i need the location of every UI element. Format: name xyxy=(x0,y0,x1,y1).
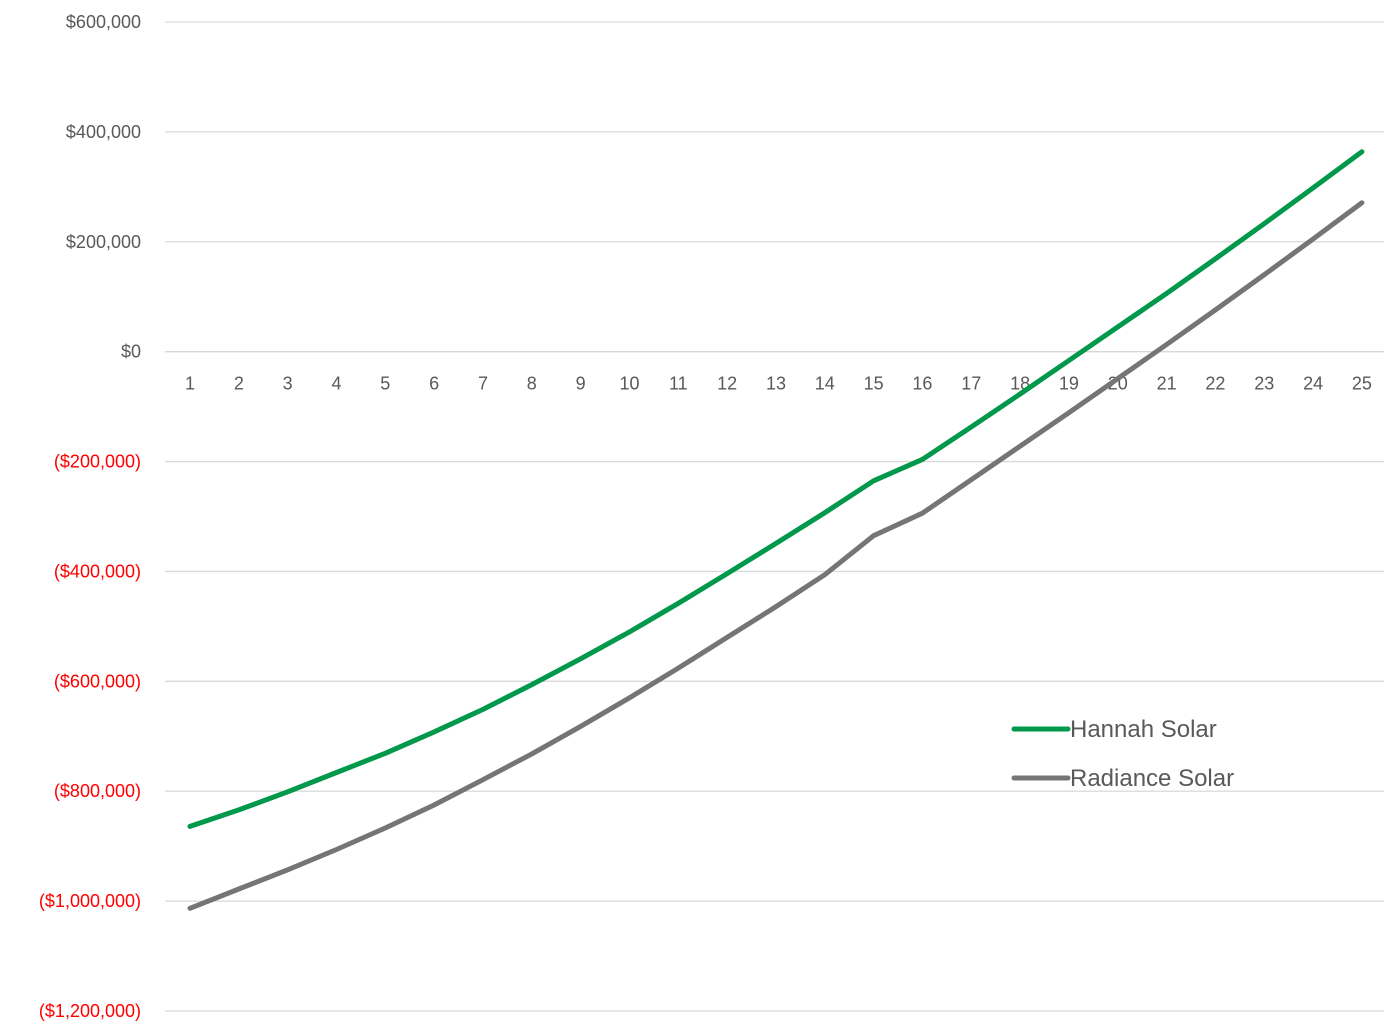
x-tick-label: 20 xyxy=(1108,374,1128,394)
y-tick-label: $0 xyxy=(121,342,141,362)
legend-label: Radiance Solar xyxy=(1070,765,1234,792)
x-axis-tick-labels: 1 2 3 4 5 6 7 8 9 10 11 12 13 14 15 16 17 18 19 20 21 22 23 24 2… xyxy=(185,374,1372,394)
x-tick-label: 13 xyxy=(766,374,786,394)
x-tick-label: 19 xyxy=(1059,374,1079,394)
x-tick-label: 8 xyxy=(527,374,537,394)
y-tick-label: ($600,000) xyxy=(54,671,141,691)
y-axis-tick-labels: $600,000 $400,000 $200,000 $0 ($200,000) ($40… xyxy=(39,12,141,1021)
y-tick-label: ($1,200,000) xyxy=(39,1001,141,1021)
y-tick-label: $600,000 xyxy=(66,12,141,32)
x-tick-label: 1 xyxy=(185,374,195,394)
x-tick-label: 14 xyxy=(815,374,835,394)
x-tick-label: 12 xyxy=(717,374,737,394)
x-tick-label: 23 xyxy=(1254,374,1274,394)
x-tick-label: 7 xyxy=(478,374,488,394)
series-line-hannah-solar xyxy=(187,149,1365,829)
x-tick-label: 15 xyxy=(864,374,884,394)
x-tick-label: 11 xyxy=(669,374,688,394)
x-tick-label: 2 xyxy=(234,374,244,394)
x-tick-label: 24 xyxy=(1303,374,1323,394)
x-tick-label: 10 xyxy=(619,374,639,394)
y-tick-label: $400,000 xyxy=(66,122,141,142)
x-tick-label: 4 xyxy=(331,374,341,394)
x-tick-label: 16 xyxy=(912,374,932,394)
legend-label: Hannah Solar xyxy=(1070,716,1217,743)
legend: Hannah Solar Radiance Solar xyxy=(1011,716,1234,792)
gridlines xyxy=(165,21,1384,1012)
y-tick-label: ($400,000) xyxy=(54,561,141,581)
x-tick-label: 25 xyxy=(1352,374,1372,394)
series-line-radiance-solar xyxy=(187,200,1365,911)
x-tick-label: 21 xyxy=(1157,374,1177,394)
y-tick-label: ($1,000,000) xyxy=(39,891,141,911)
series-lines xyxy=(187,149,1365,911)
x-tick-label: 9 xyxy=(576,374,586,394)
x-tick-label: 17 xyxy=(961,374,981,394)
x-tick-label: 22 xyxy=(1205,374,1225,394)
y-tick-label: $200,000 xyxy=(66,232,141,252)
y-tick-label: ($800,000) xyxy=(54,781,141,801)
x-tick-label: 6 xyxy=(429,374,439,394)
x-tick-label: 5 xyxy=(380,374,390,394)
x-tick-label: 3 xyxy=(283,374,293,394)
y-tick-label: ($200,000) xyxy=(54,452,141,472)
